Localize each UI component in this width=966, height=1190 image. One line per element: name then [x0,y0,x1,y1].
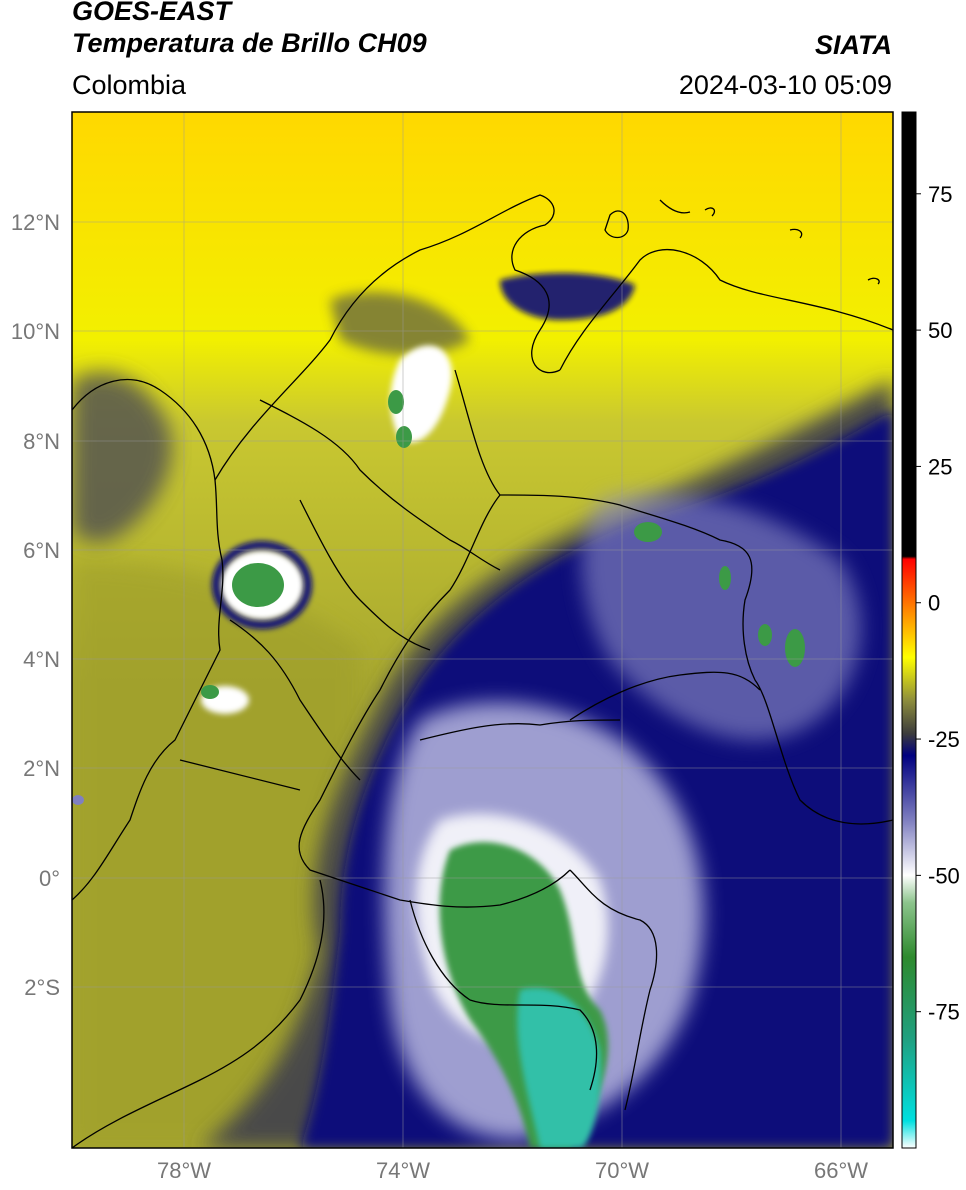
datetime-label: 2024-03-10 05:09 [678,70,892,100]
colorbar-frame [901,111,917,1149]
colorbar: 75 50 25 0 -25 -50 -75 [901,111,960,1149]
borders [72,194,893,1148]
colorbar-tick-label: -50 [928,863,960,888]
colorbar-ticks: 75 50 25 0 -25 -50 -75 [916,182,960,1025]
colorbar-tick-label: 0 [928,591,940,616]
lat-tick: 10°N [11,319,60,344]
lon-tick: 74°W [376,1158,430,1183]
region-label: Colombia [72,70,187,100]
organization-label: SIATA [815,30,892,60]
map-frame [71,111,894,1149]
lon-tick-labels: 78°W 74°W 70°W 66°W [157,1158,868,1183]
product-title: Temperatura de Brillo CH09 [72,28,427,58]
lon-tick: 70°W [595,1158,649,1183]
lat-tick: 2°N [23,756,60,781]
lat-tick-labels: 12°N 10°N 8°N 6°N 4°N 2°N 0° 2°S [11,210,60,1000]
lat-tick: 12°N [11,210,60,235]
satellite-title: GOES-EAST [72,0,232,26]
satellite-imagery [72,112,893,1148]
lat-tick: 0° [39,866,60,891]
graticule [72,112,893,1148]
colorbar-tick-label: 25 [928,454,952,479]
lat-tick: 6°N [23,538,60,563]
colorbar-tick-label: -25 [928,727,960,752]
colorbar-tick-label: 50 [928,318,952,343]
lat-tick: 8°N [23,429,60,454]
lat-tick: 2°S [24,975,60,1000]
colorbar-gradient [902,112,916,1148]
lon-tick: 78°W [157,1158,211,1183]
lat-tick: 4°N [23,647,60,672]
lon-tick: 66°W [814,1158,868,1183]
colorbar-tick-label: -75 [928,1000,960,1025]
colorbar-tick-label: 75 [928,182,952,207]
